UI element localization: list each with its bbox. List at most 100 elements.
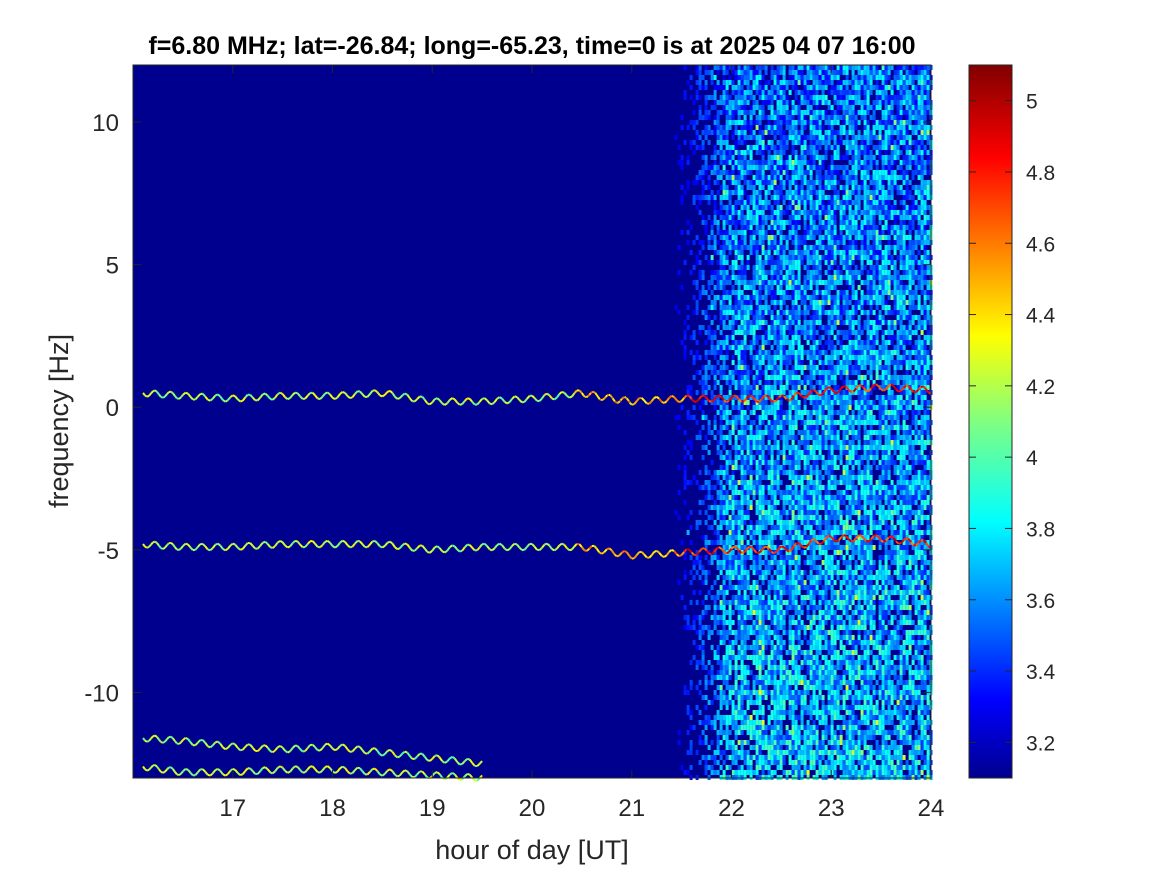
noise-cell — [794, 590, 798, 595]
noise-cell — [761, 345, 765, 350]
noise-cell — [737, 200, 741, 205]
noise-cell — [731, 90, 735, 95]
noise-cell — [725, 490, 729, 495]
noise-cell — [701, 285, 705, 290]
noise-cell — [800, 495, 804, 500]
noise-cell — [797, 240, 801, 245]
noise-cell — [728, 295, 732, 300]
noise-cell — [797, 510, 801, 515]
noise-cell — [740, 100, 744, 105]
noise-cell — [695, 525, 699, 530]
noise-cell — [707, 490, 711, 495]
noise-cell — [707, 450, 711, 455]
noise-cell — [779, 695, 783, 700]
noise-cell — [821, 235, 825, 240]
noise-cell — [755, 175, 759, 180]
noise-cell — [734, 130, 738, 135]
noise-cell — [794, 370, 798, 375]
noise-cell — [746, 245, 750, 250]
noise-cell — [734, 125, 738, 130]
noise-cell — [758, 400, 762, 405]
noise-cell — [755, 485, 759, 490]
noise-cell — [821, 750, 825, 755]
noise-cell — [788, 110, 792, 115]
noise-cell — [761, 320, 765, 325]
noise-cell — [821, 585, 825, 590]
noise-cell — [788, 100, 792, 105]
noise-cell — [746, 700, 750, 705]
noise-cell — [779, 755, 783, 760]
noise-cell — [824, 585, 828, 590]
noise-cell — [725, 655, 729, 660]
noise-cell — [707, 375, 711, 380]
noise-cell — [713, 240, 717, 245]
noise-cell — [818, 270, 822, 275]
noise-cell — [746, 625, 750, 630]
noise-cell — [740, 745, 744, 750]
noise-cell — [755, 85, 759, 90]
noise-cell — [812, 270, 816, 275]
noise-cell — [701, 615, 705, 620]
noise-cell — [770, 90, 774, 95]
noise-cell — [731, 285, 735, 290]
noise-cell — [743, 360, 747, 365]
noise-cell — [689, 685, 693, 690]
noise-cell — [761, 385, 765, 390]
noise-cell — [758, 240, 762, 245]
noise-cell — [680, 285, 684, 290]
noise-cell — [794, 235, 798, 240]
noise-cell — [767, 460, 771, 465]
noise-cell — [812, 365, 816, 370]
noise-cell — [749, 245, 753, 250]
noise-cell — [764, 85, 768, 90]
noise-cell — [827, 580, 831, 585]
noise-cell — [815, 80, 819, 85]
noise-cell — [803, 330, 807, 335]
noise-cell — [815, 345, 819, 350]
noise-cell — [815, 205, 819, 210]
noise-cell — [740, 700, 744, 705]
noise-cell — [776, 750, 780, 755]
noise-cell — [728, 240, 732, 245]
noise-cell — [824, 445, 828, 450]
noise-cell — [779, 255, 783, 260]
noise-cell — [734, 515, 738, 520]
noise-cell — [788, 605, 792, 610]
noise-cell — [734, 320, 738, 325]
noise-cell — [740, 250, 744, 255]
noise-cell — [713, 760, 717, 765]
noise-cell — [773, 645, 777, 650]
noise-cell — [722, 225, 726, 230]
noise-cell — [827, 225, 831, 230]
noise-cell — [806, 640, 810, 645]
noise-cell — [791, 230, 795, 235]
noise-cell — [776, 375, 780, 380]
noise-cell — [731, 725, 735, 730]
noise-cell — [806, 595, 810, 600]
noise-cell — [785, 140, 789, 145]
noise-cell — [731, 650, 735, 655]
noise-cell — [809, 250, 813, 255]
noise-cell — [791, 170, 795, 175]
noise-cell — [686, 690, 690, 695]
noise-cell — [812, 230, 816, 235]
noise-cell — [809, 710, 813, 715]
noise-cell — [707, 280, 711, 285]
noise-cell — [794, 435, 798, 440]
noise-cell — [704, 485, 708, 490]
noise-cell — [728, 765, 732, 770]
noise-cell — [779, 515, 783, 520]
noise-cell — [818, 260, 822, 265]
noise-cell — [773, 325, 777, 330]
noise-cell — [731, 135, 735, 140]
noise-cell — [782, 300, 786, 305]
noise-cell — [743, 390, 747, 395]
noise-cell — [743, 330, 747, 335]
noise-cell — [767, 425, 771, 430]
noise-cell — [788, 395, 792, 400]
noise-cell — [719, 515, 723, 520]
noise-cell — [749, 225, 753, 230]
noise-cell — [818, 520, 822, 525]
noise-cell — [815, 440, 819, 445]
noise-cell — [737, 725, 741, 730]
